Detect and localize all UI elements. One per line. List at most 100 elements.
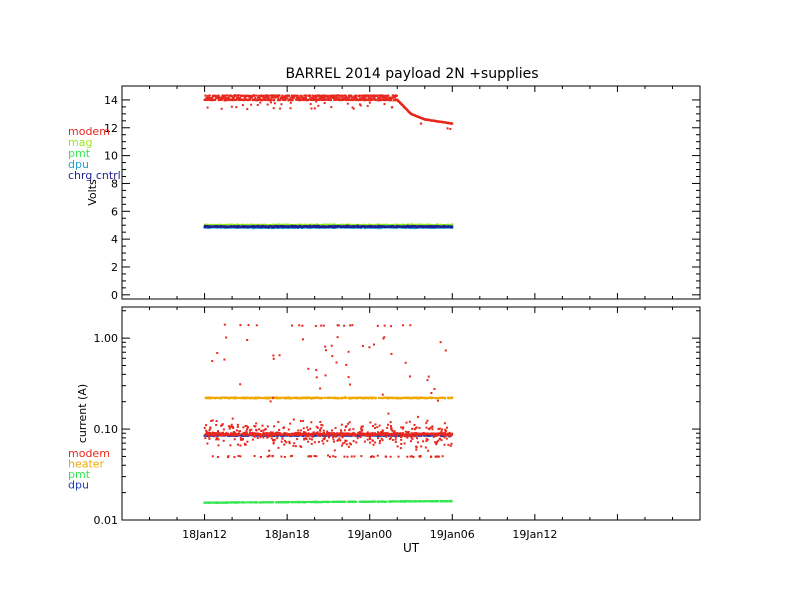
current-point-heater bbox=[427, 397, 430, 400]
current-point-pmt bbox=[330, 500, 333, 503]
voltage-point-modem bbox=[236, 96, 239, 99]
voltage-point-modem bbox=[216, 96, 219, 99]
current-point-pmt bbox=[341, 500, 344, 503]
voltage-point-modem bbox=[392, 99, 395, 102]
voltage-point-modem bbox=[269, 98, 272, 101]
voltage-legend-entry: pmt bbox=[68, 147, 91, 160]
voltage-point-modem bbox=[225, 99, 228, 102]
voltage-y-tick-label: 0 bbox=[111, 289, 118, 302]
current-point-pmt bbox=[403, 500, 406, 503]
current-point-pmt bbox=[429, 500, 432, 503]
current-point-heater bbox=[369, 396, 372, 399]
current-point-heater bbox=[432, 396, 435, 399]
current-point-dpu bbox=[431, 434, 434, 437]
current-point-heater bbox=[280, 396, 283, 399]
current-point-pmt bbox=[292, 501, 295, 504]
current-point-pmt bbox=[336, 500, 339, 503]
voltage-point-modem bbox=[206, 94, 209, 97]
voltage-point-modem bbox=[304, 98, 307, 101]
current-panel: 18Jan12 18Jan18 19Jan00 19Jan06 19Jan120.010… bbox=[68, 306, 701, 555]
current-x-tick-label: 18Jan18 bbox=[265, 528, 310, 541]
voltage-point-modem bbox=[368, 101, 371, 104]
current-point-pmt bbox=[254, 501, 257, 504]
voltage-point-modem bbox=[358, 97, 361, 100]
current-point-heater bbox=[390, 396, 393, 399]
current-point-pmt bbox=[434, 500, 437, 503]
current-point-dpu bbox=[273, 435, 276, 438]
current-point-pmt bbox=[203, 501, 206, 504]
voltage-point-modem bbox=[310, 107, 313, 110]
current-point-pmt bbox=[406, 500, 409, 503]
current-point-pmt bbox=[232, 501, 235, 504]
current-point-heater bbox=[362, 396, 365, 399]
current-point-pmt bbox=[378, 500, 381, 503]
current-point-heater bbox=[238, 397, 241, 400]
current-point-pmt bbox=[358, 500, 361, 503]
current-point-dpu bbox=[206, 434, 209, 437]
current-point-heater bbox=[328, 396, 331, 399]
voltage-point-modem bbox=[330, 106, 333, 109]
current-point-pmt bbox=[396, 500, 399, 503]
current-point-heater bbox=[333, 396, 336, 399]
voltage-point-modem bbox=[206, 106, 209, 109]
current-point-heater bbox=[353, 396, 356, 399]
voltage-point-chrg-cntrl bbox=[451, 225, 454, 228]
current-point-heater bbox=[347, 397, 350, 400]
voltage-point-chrg-cntrl bbox=[309, 224, 312, 227]
voltage-point-modem bbox=[318, 94, 321, 97]
voltage-point-modem bbox=[390, 99, 393, 102]
current-point-heater bbox=[405, 396, 408, 399]
current-point-heater bbox=[318, 396, 321, 399]
current-point-dpu bbox=[439, 434, 442, 437]
current-point-heater bbox=[415, 396, 418, 399]
voltage-point-modem bbox=[242, 94, 245, 97]
current-point-heater bbox=[289, 397, 292, 400]
voltage-point-modem bbox=[317, 104, 320, 107]
current-point-pmt bbox=[283, 501, 286, 504]
voltage-point-modem bbox=[314, 96, 317, 99]
current-point-pmt bbox=[265, 501, 268, 504]
current-point-heater bbox=[314, 396, 317, 399]
current-point-pmt bbox=[372, 500, 375, 503]
voltage-point-modem bbox=[317, 94, 320, 97]
voltage-point-chrg-cntrl bbox=[347, 224, 350, 227]
current-point-pmt bbox=[413, 500, 416, 503]
current-point-heater bbox=[344, 396, 347, 399]
voltage-point-modem bbox=[283, 95, 286, 98]
current-point-heater bbox=[210, 397, 213, 400]
voltage-point-modem bbox=[359, 104, 362, 107]
current-point-pmt bbox=[293, 501, 296, 504]
voltage-point-modem bbox=[346, 102, 349, 105]
voltage-point-modem bbox=[273, 102, 276, 105]
current-point-heater bbox=[308, 396, 311, 399]
voltage-point-modem bbox=[279, 107, 282, 110]
current-point-heater bbox=[256, 397, 259, 400]
current-point-pmt bbox=[213, 501, 216, 504]
voltage-point-modem bbox=[262, 98, 265, 101]
voltage-point-modem bbox=[343, 94, 346, 97]
current-x-tick-label: 19Jan00 bbox=[347, 528, 392, 541]
voltage-point-modem bbox=[265, 99, 268, 102]
current-point-heater bbox=[424, 397, 427, 400]
voltage-point-modem bbox=[333, 94, 336, 97]
current-point-heater bbox=[258, 396, 261, 399]
current-point-heater bbox=[356, 396, 359, 399]
voltage-point-modem bbox=[235, 98, 238, 101]
voltage-point-modem bbox=[353, 95, 356, 98]
voltage-point-modem bbox=[376, 97, 379, 100]
current-point-pmt bbox=[433, 500, 436, 503]
voltage-point-modem bbox=[325, 98, 328, 101]
voltage-point-modem bbox=[224, 97, 227, 100]
voltage-point-modem bbox=[377, 99, 380, 102]
voltage-point-modem bbox=[254, 97, 257, 100]
voltage-point-modem bbox=[313, 95, 316, 98]
current-point-heater bbox=[350, 396, 353, 399]
current-point-heater bbox=[219, 396, 222, 399]
current-point-heater bbox=[374, 396, 377, 399]
voltage-point-modem bbox=[291, 99, 294, 102]
current-point-pmt bbox=[256, 501, 259, 504]
voltage-point-modem bbox=[363, 99, 366, 102]
voltage-point-modem bbox=[217, 95, 220, 98]
voltage-point-modem bbox=[387, 97, 390, 100]
current-point-pmt bbox=[444, 500, 447, 503]
